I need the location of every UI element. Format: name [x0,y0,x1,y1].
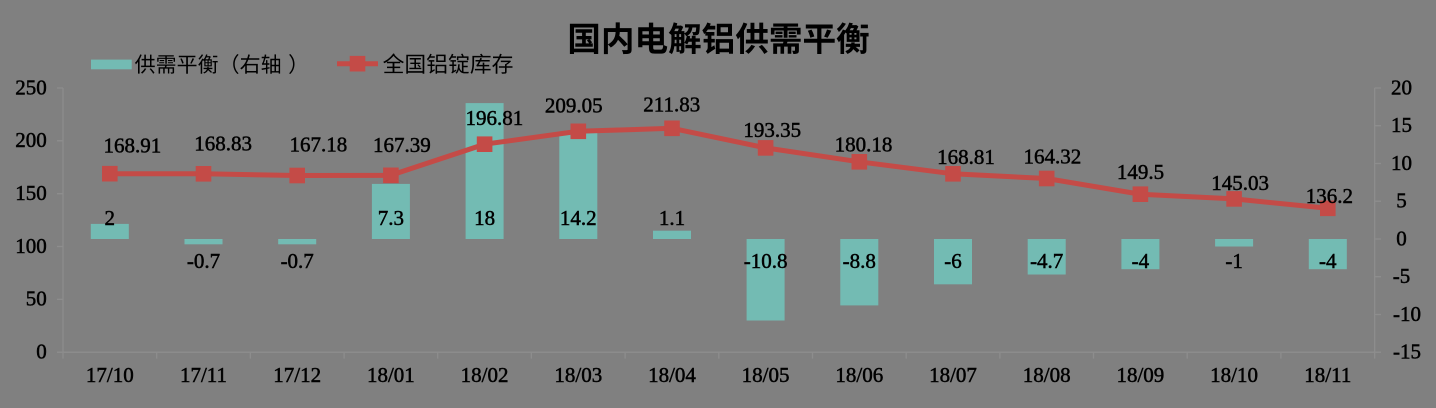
svg-text:145.03: 145.03 [1211,171,1269,195]
svg-text:18/07: 18/07 [929,363,977,387]
svg-text:164.32: 164.32 [1024,144,1082,168]
svg-text:193.35: 193.35 [743,118,801,142]
svg-text:18: 18 [474,206,495,230]
svg-text:168.81: 168.81 [937,145,995,169]
svg-text:18/03: 18/03 [554,363,602,387]
svg-text:17/10: 17/10 [86,363,134,387]
svg-text:149.5: 149.5 [1117,160,1164,184]
svg-text:2: 2 [105,206,116,230]
svg-text:136.2: 136.2 [1306,184,1353,208]
svg-text:180.18: 180.18 [835,133,893,157]
svg-text:20: 20 [1391,75,1412,99]
svg-text:168.91: 168.91 [104,134,162,158]
svg-text:17/12: 17/12 [273,363,321,387]
svg-text:150: 150 [15,181,47,205]
svg-text:209.05: 209.05 [545,94,603,118]
svg-text:-1: -1 [1225,249,1243,273]
svg-text:211.83: 211.83 [643,93,700,117]
svg-text:18/10: 18/10 [1210,363,1258,387]
svg-text:17/11: 17/11 [180,363,227,387]
svg-text:-10: -10 [1393,302,1421,326]
svg-text:167.39: 167.39 [373,133,431,157]
svg-text:-6: -6 [944,249,962,273]
svg-text:-5: -5 [1393,264,1411,288]
svg-text:200: 200 [15,128,47,152]
svg-text:18/05: 18/05 [742,363,790,387]
svg-text:1.1: 1.1 [659,206,685,230]
svg-text:250: 250 [15,75,47,99]
svg-text:18/02: 18/02 [461,363,509,387]
svg-text:-8.8: -8.8 [843,249,876,273]
svg-text:18/08: 18/08 [1023,363,1071,387]
svg-text:196.81: 196.81 [466,106,524,130]
svg-text:-0.7: -0.7 [281,249,314,273]
svg-text:18/09: 18/09 [1116,363,1164,387]
svg-text:-4.7: -4.7 [1030,249,1063,273]
svg-text:167.18: 167.18 [290,133,348,157]
svg-text:5: 5 [1396,189,1407,213]
svg-text:18/01: 18/01 [367,363,415,387]
svg-text:-0.7: -0.7 [187,249,220,273]
svg-text:100: 100 [15,234,47,258]
svg-text:10: 10 [1391,151,1412,175]
svg-text:168.83: 168.83 [194,132,252,156]
svg-text:-4: -4 [1132,249,1150,273]
svg-text:15: 15 [1391,113,1412,137]
svg-text:0: 0 [1396,226,1407,250]
svg-text:-15: -15 [1393,340,1421,364]
svg-text:50: 50 [26,287,47,311]
svg-text:7.3: 7.3 [378,206,404,230]
svg-text:0: 0 [36,340,47,364]
svg-text:14.2: 14.2 [560,206,597,230]
svg-text:18/04: 18/04 [648,363,696,387]
svg-text:18/06: 18/06 [835,363,883,387]
svg-text:18/11: 18/11 [1304,363,1351,387]
svg-text:-10.8: -10.8 [744,249,788,273]
svg-text:-4: -4 [1319,249,1337,273]
